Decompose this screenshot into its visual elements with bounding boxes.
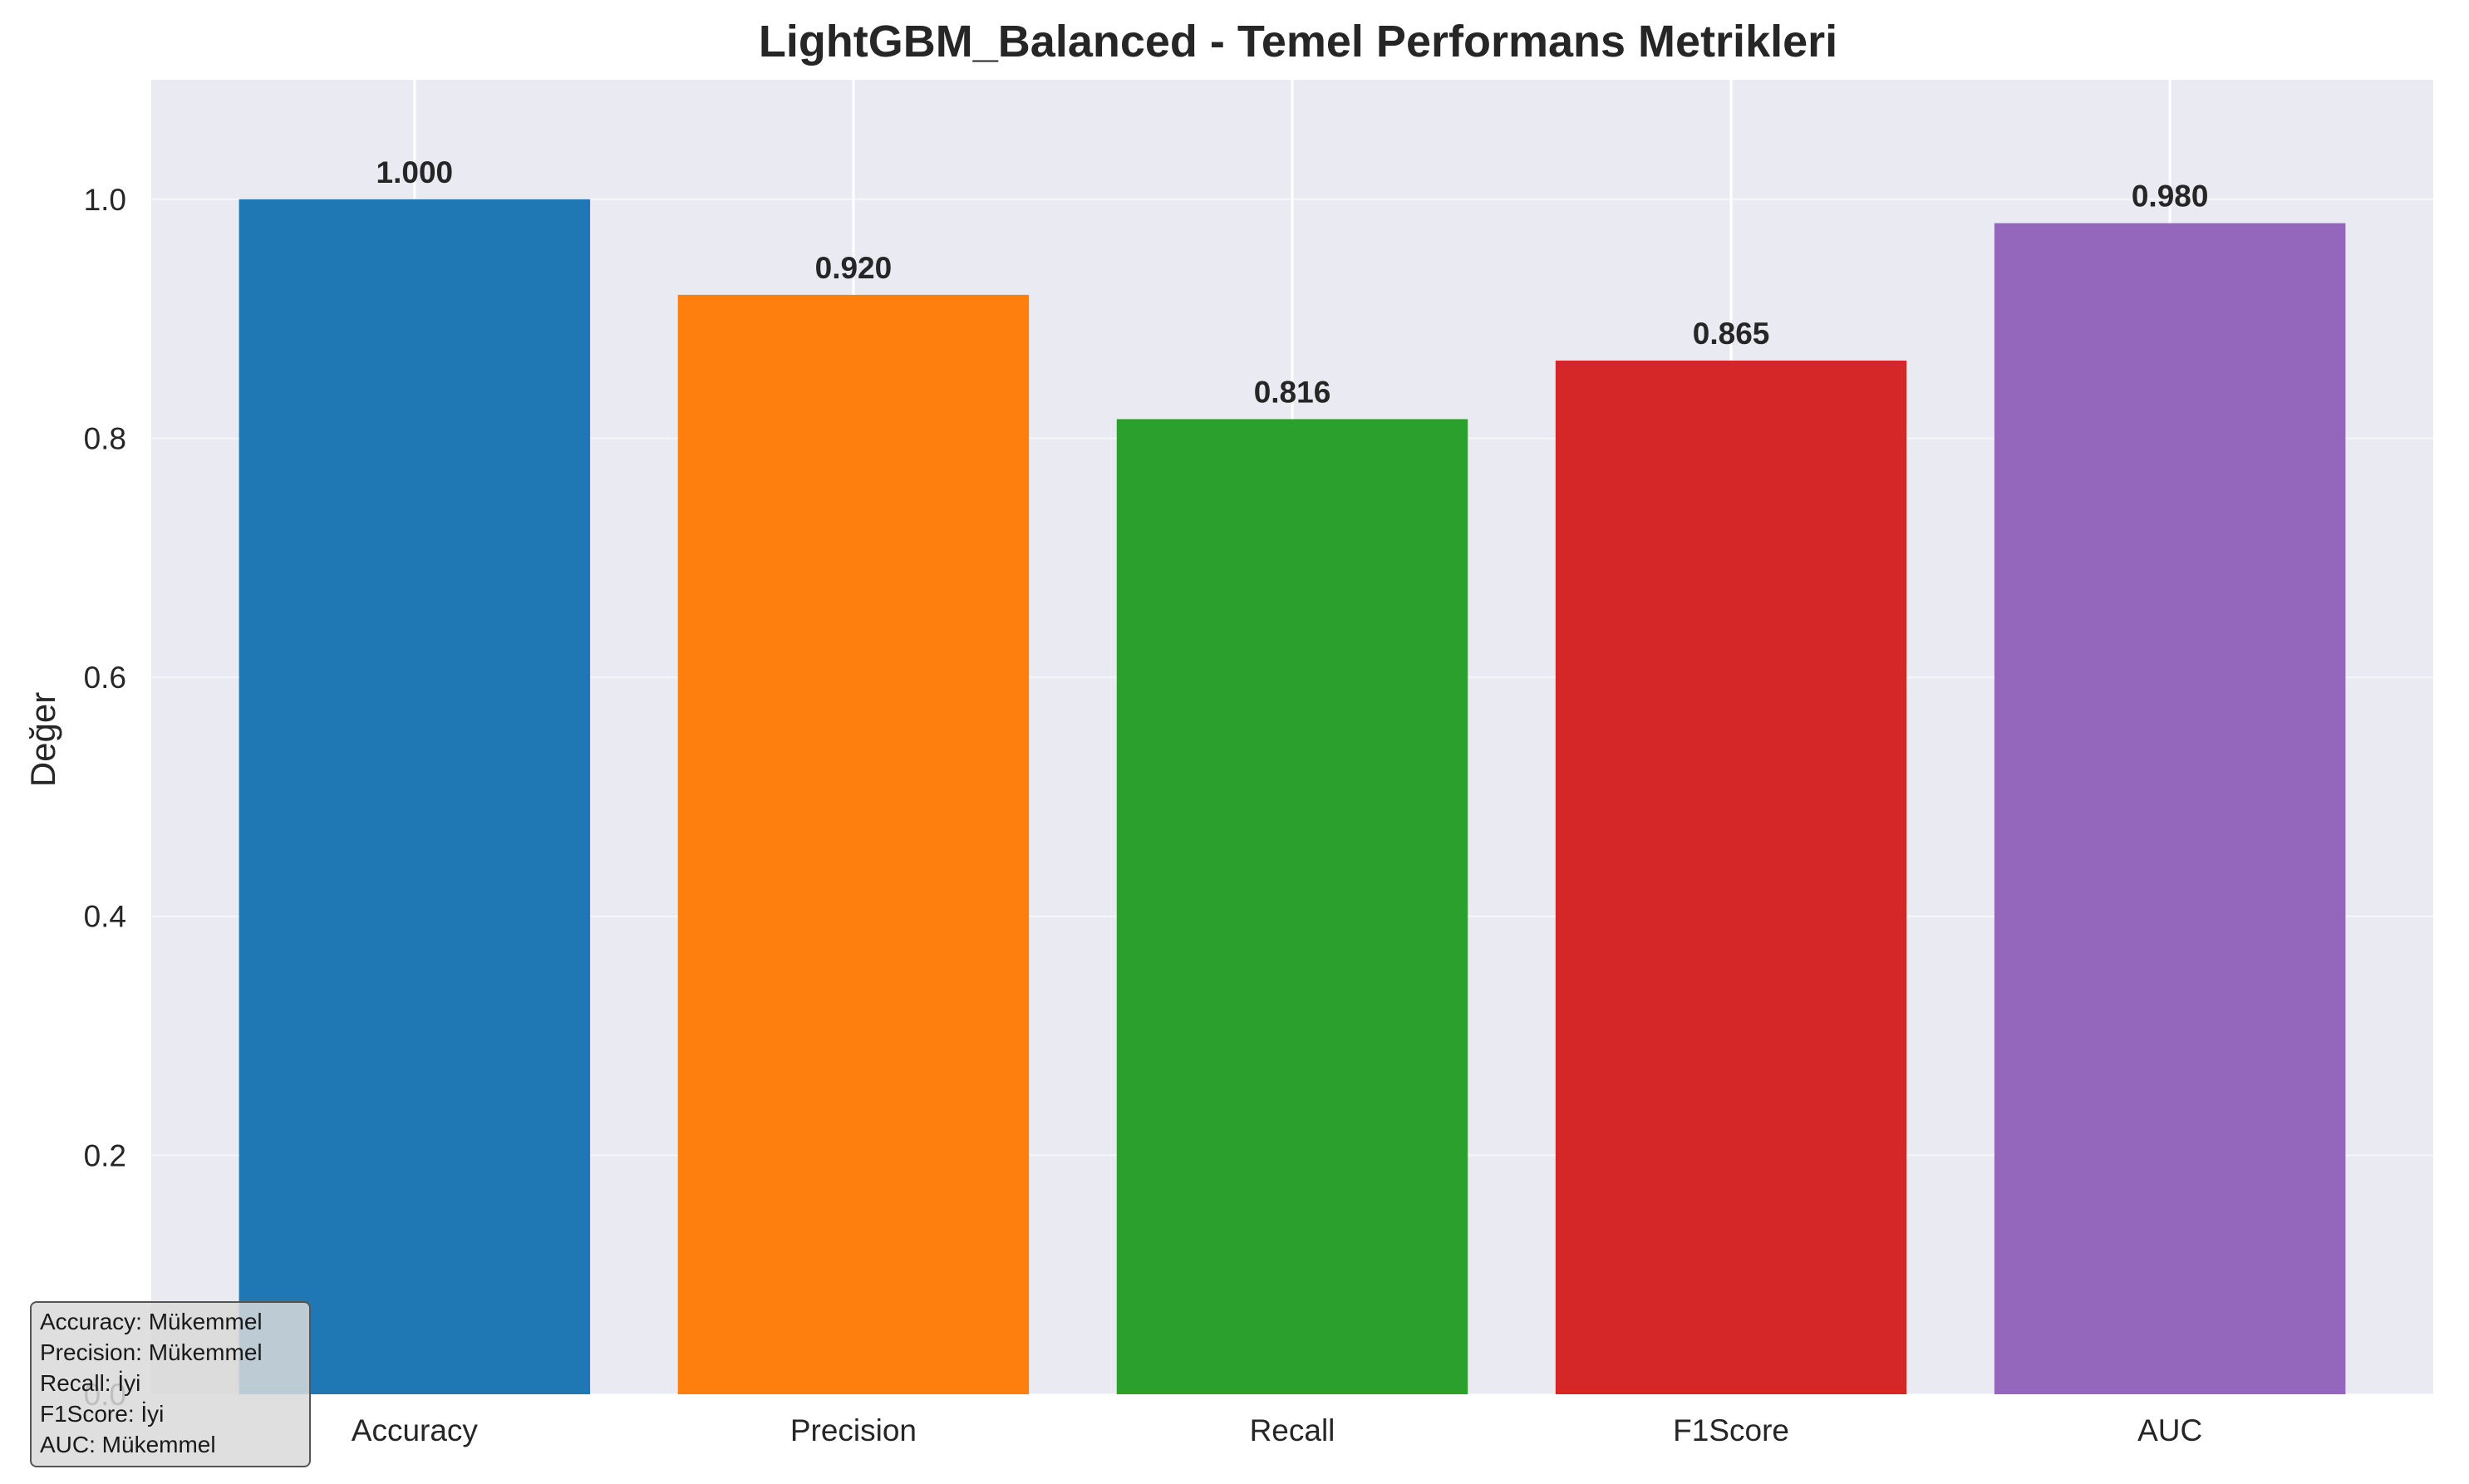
data-label-f1score: 0.865	[1693, 317, 1770, 351]
annotation-line-auc: AUC: Mükemmel	[40, 1432, 216, 1457]
annotation-line-accuracy: Accuracy: Mükemmel	[40, 1309, 263, 1334]
bar-precision	[677, 294, 1030, 1394]
y-tick-label: 0.6	[84, 661, 126, 695]
x-tick-label-f1score: F1Score	[1673, 1413, 1789, 1447]
x-tick-label-precision: Precision	[790, 1413, 917, 1447]
data-labels: 1.000 0.920 0.816 0.865 0.980	[376, 155, 2209, 410]
x-tick-labels: Accuracy Precision Recall F1Score AUC	[352, 1413, 2202, 1447]
y-tick-labels: 0.00.20.40.60.81.0	[84, 183, 126, 1412]
data-label-precision: 0.920	[815, 251, 893, 285]
x-tick-label-accuracy: Accuracy	[352, 1413, 479, 1447]
annotation-line-f1score: F1Score: İyi	[40, 1401, 165, 1427]
bar-auc	[1994, 223, 2346, 1395]
y-tick-label: 0.4	[84, 900, 126, 934]
x-tick-label-auc: AUC	[2137, 1413, 2202, 1447]
bars	[239, 199, 2346, 1395]
y-tick-label: 0.8	[84, 421, 126, 455]
bar-accuracy	[239, 199, 591, 1395]
chart-title: LightGBM_Balanced - Temel Performans Met…	[759, 17, 1837, 66]
x-tick-label-recall: Recall	[1250, 1413, 1335, 1447]
data-label-auc: 0.980	[2132, 179, 2209, 214]
y-axis-label: Değer	[23, 692, 62, 787]
y-tick-label: 0.2	[84, 1138, 126, 1172]
bar-f1score	[1555, 360, 1907, 1395]
annotation-line-recall: Recall: İyi	[40, 1370, 141, 1396]
data-label-accuracy: 1.000	[376, 155, 454, 189]
performance-annotation-box: Accuracy: Mükemmel Precision: Mükemmel R…	[30, 1301, 311, 1467]
y-tick-label: 1.0	[84, 183, 126, 217]
bar-recall	[1116, 419, 1468, 1395]
annotation-line-precision: Precision: Mükemmel	[40, 1339, 263, 1365]
data-label-recall: 0.816	[1254, 375, 1331, 409]
